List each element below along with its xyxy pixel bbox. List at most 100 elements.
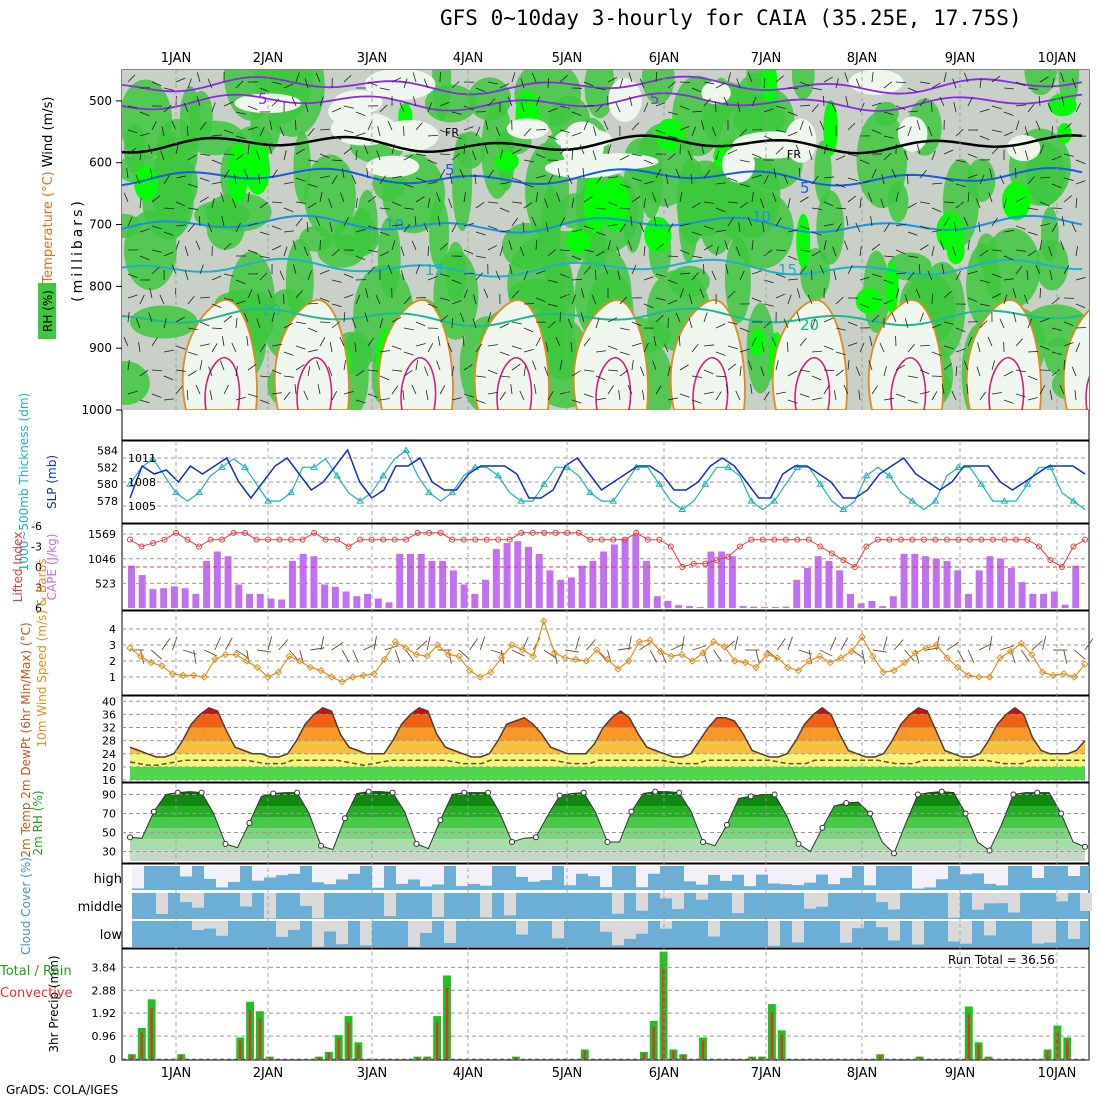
wind-barb — [823, 385, 830, 395]
li-point — [679, 564, 686, 570]
rh-dry-area — [576, 153, 659, 170]
temp-tick-label: 24 — [102, 748, 116, 761]
wind-barb — [475, 399, 486, 404]
wind-speed-point — [773, 654, 781, 662]
wind-barb — [355, 370, 365, 377]
wind-barb — [163, 375, 174, 381]
li-point — [1024, 536, 1031, 543]
wind-barb — [427, 343, 434, 353]
wind-barb — [295, 290, 303, 299]
rh-saturated-area — [823, 100, 838, 157]
wind-barb — [243, 312, 249, 323]
wind-barb — [258, 174, 261, 185]
wind-barb — [643, 180, 654, 185]
wind-barb — [403, 154, 413, 161]
li-point — [1082, 536, 1088, 543]
wind-barb — [595, 104, 604, 113]
wind-barb — [931, 246, 935, 257]
precip-convective-bar — [977, 1044, 980, 1059]
wind-speed-point — [391, 638, 399, 646]
wind-barb — [953, 102, 957, 113]
wind-barb — [364, 312, 369, 323]
wind-barb — [585, 639, 596, 651]
wind-barb — [448, 198, 453, 209]
wind-barb — [1075, 277, 1086, 281]
wind-speed-point — [1028, 650, 1036, 659]
wind-barb — [687, 150, 693, 161]
wind-barb — [844, 72, 849, 83]
wind-barb — [580, 288, 585, 299]
precip-tick-label: 1.92 — [92, 1007, 117, 1020]
cape-bar — [331, 586, 339, 608]
rh-point — [652, 788, 659, 795]
x-tick-label-bottom: 10JAN — [1038, 1066, 1077, 1081]
cape-bar — [664, 600, 672, 608]
wind-barb — [223, 169, 230, 179]
wind-barb — [631, 264, 637, 275]
cloud-cell — [984, 893, 996, 904]
wind-barb — [603, 120, 609, 131]
wind-speed-point — [911, 649, 919, 657]
wind-barb — [999, 318, 1005, 329]
cape-bar — [578, 565, 586, 608]
rh-band — [130, 806, 1085, 818]
wind-barb — [631, 122, 640, 131]
wind-barb — [631, 153, 642, 157]
credit-text: GrADS: COLA/IGES — [6, 1083, 119, 1097]
wind-barb — [799, 338, 807, 347]
temp-tick-label: 28 — [102, 735, 116, 748]
wind-barb — [867, 192, 873, 203]
wind-barb — [738, 222, 741, 233]
wind-barb — [811, 397, 822, 401]
wind-barb — [379, 207, 390, 210]
wind-barb — [547, 175, 554, 185]
rh-point — [222, 840, 229, 847]
wind-barb — [727, 345, 738, 350]
wind-barb — [532, 360, 537, 371]
cloud-cell — [972, 866, 984, 874]
wind-barb — [893, 639, 904, 651]
wind-barb — [700, 120, 705, 131]
cape-bar — [653, 596, 661, 608]
rh-saturated-area — [134, 165, 158, 201]
wind-barb — [151, 393, 162, 398]
wind-barb — [715, 391, 722, 401]
wind-barb — [1075, 180, 1086, 185]
wind-barb — [295, 345, 306, 350]
cloud-cell — [276, 921, 288, 937]
wind-barb — [367, 81, 378, 87]
cloud-cell — [780, 866, 792, 885]
wind-barb — [295, 148, 305, 155]
wind-barb — [628, 636, 632, 651]
wind-barb — [835, 223, 842, 233]
wind-barb — [425, 390, 429, 401]
wind-barb — [235, 396, 246, 401]
wind-barb — [328, 198, 333, 209]
wind-barb — [391, 240, 396, 251]
wind-barb — [343, 216, 349, 227]
wind-barb — [919, 81, 930, 84]
wind-barb — [403, 351, 414, 356]
wind-barb — [520, 78, 525, 89]
wind-barb — [271, 225, 282, 230]
wind-barb — [355, 198, 358, 209]
li-point — [1001, 536, 1008, 543]
wind-barb — [221, 216, 225, 227]
li-point — [840, 557, 847, 564]
cape-tick-label: 1569 — [88, 528, 116, 541]
wind-barb — [199, 321, 210, 327]
wind-barb — [583, 120, 589, 131]
li-point — [127, 536, 133, 543]
isotherm-line — [122, 75, 1083, 96]
wind-barb — [847, 177, 858, 182]
wind-barb — [855, 222, 861, 233]
cape-bar — [203, 560, 211, 608]
wind-barb — [204, 649, 218, 657]
wind-barb — [735, 390, 741, 401]
wind-barb — [727, 201, 738, 204]
isotherm-label: FR — [787, 148, 801, 161]
wind-barb — [999, 174, 1005, 185]
thickness-point — [218, 463, 226, 470]
wind-barb — [811, 318, 816, 329]
cape-bar — [793, 579, 801, 608]
